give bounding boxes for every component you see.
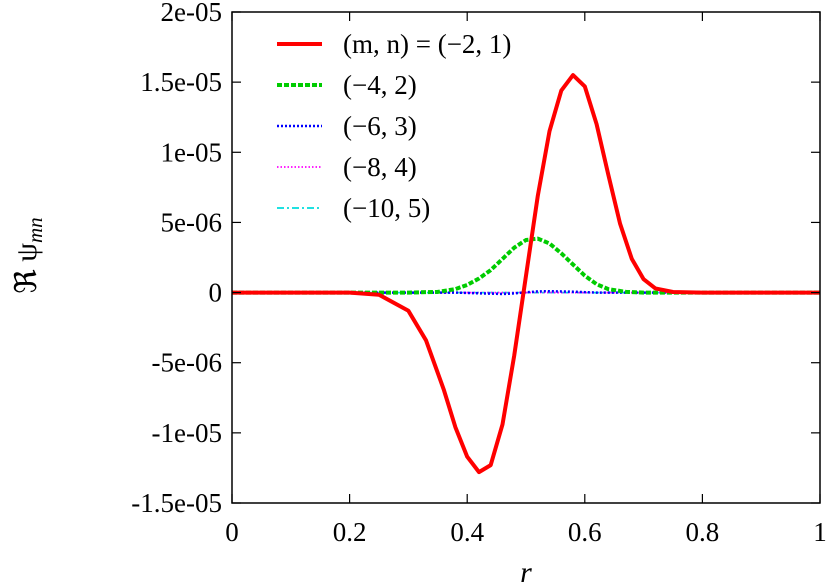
x-tick-label: 0.6 <box>568 517 602 547</box>
x-axis-label: r <box>520 556 532 585</box>
y-axis-label-subscript: mn <box>23 217 47 243</box>
legend-label-5: (−10, 5) <box>343 193 430 223</box>
legend-label-1: (m, n) = (−2, 1) <box>343 29 511 59</box>
x-tick-label: 0.8 <box>686 517 720 547</box>
x-tick-label: 0 <box>225 517 239 547</box>
plot-area <box>232 73 820 475</box>
series-line-3 <box>232 289 820 296</box>
legend-label-3: (−6, 3) <box>343 111 417 141</box>
y-tick-label: 1e-05 <box>161 137 222 167</box>
y-tick-label: -1.5e-05 <box>131 488 222 518</box>
y-tick-label: -5e-06 <box>152 348 222 378</box>
y-tick-label: -1e-05 <box>152 418 222 448</box>
legend-label-2: (−4, 2) <box>343 70 417 100</box>
plot-frame <box>231 11 821 504</box>
y-tick-label: 5e-06 <box>161 207 222 237</box>
y-tick-label: 0 <box>209 278 223 308</box>
y-tick-label: 1.5e-05 <box>140 67 222 97</box>
y-axis-label: ℜ ψmn <box>10 217 47 293</box>
x-tick-label: 0.4 <box>450 517 484 547</box>
axes: 0 0.2 0.4 0.6 0.8 1 -1.5e-05 -1e-05 -5e-06 0 5e-06… <box>131 0 826 547</box>
y-tick-label: 2e-05 <box>161 0 222 27</box>
series-line-1 <box>232 73 820 475</box>
legend: (m, n) = (−2, 1) (−4, 2) (−6, 3) (−8, 4) (−1… <box>277 29 511 223</box>
y-axis-label-main: ℜ ψ <box>10 243 43 294</box>
x-tick-label: 1 <box>813 517 827 547</box>
legend-label-4: (−8, 4) <box>343 152 417 182</box>
x-tick-label: 0.2 <box>333 517 367 547</box>
